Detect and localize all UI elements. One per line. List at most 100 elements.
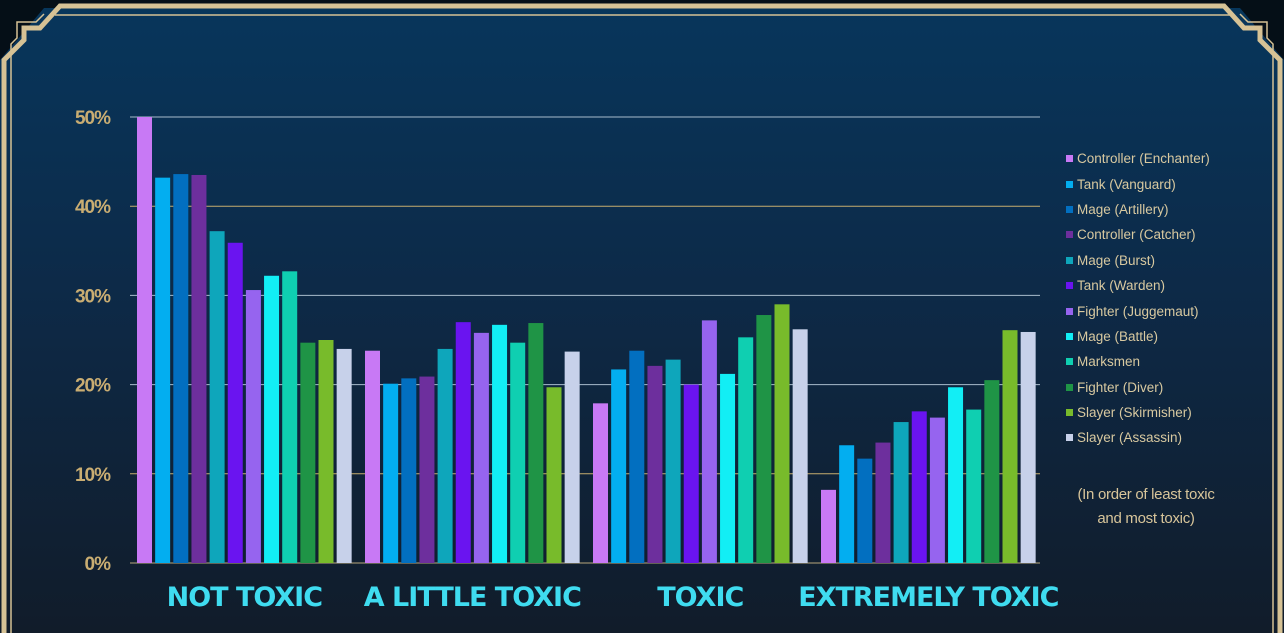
bar: [383, 383, 399, 563]
y-tick-label: 40%: [75, 197, 111, 218]
bar: [756, 315, 772, 563]
legend-item: Slayer (Skirmisher): [1066, 400, 1266, 425]
bar: [492, 324, 508, 563]
bar: [911, 411, 927, 563]
bar: [665, 359, 681, 563]
bar: [300, 342, 316, 563]
legend-label: Mage (Artillery): [1077, 201, 1169, 217]
legend-item: Fighter (Diver): [1066, 375, 1266, 400]
legend-label: Marksmen: [1077, 354, 1141, 370]
legend-note: (In order of least toxic and most toxic): [1056, 483, 1236, 531]
legend-label: Slayer (Skirmisher): [1077, 405, 1192, 421]
legend-item: Marksmen: [1066, 349, 1266, 374]
bar: [792, 329, 808, 563]
bar: [839, 445, 855, 563]
bar: [137, 117, 152, 563]
bar: [821, 489, 836, 563]
y-tick-label: 20%: [75, 376, 111, 397]
legend-swatch-icon: [1066, 231, 1073, 239]
legend-label: Fighter (Diver): [1077, 379, 1164, 395]
bar: [720, 373, 736, 563]
legend: Controller (Enchanter) Tank (Vanguard) Mag…: [1066, 146, 1266, 451]
bar: [647, 365, 663, 563]
bar: [227, 242, 243, 563]
legend-label: Controller (Catcher): [1077, 227, 1196, 243]
bar: [336, 348, 352, 563]
category-label: A LITTLE TOXIC: [364, 582, 581, 613]
category-label: TOXIC: [657, 582, 743, 613]
bar: [738, 337, 754, 563]
legend-item: Fighter (Juggemaut): [1066, 298, 1266, 323]
bar: [701, 320, 717, 563]
category-label: NOT TOXIC: [167, 582, 323, 613]
bar: [401, 378, 417, 563]
legend-label: Slayer (Assassin): [1077, 430, 1183, 446]
note-line-1: (In order of least toxic: [1077, 486, 1215, 503]
legend-label: Controller (Enchanter): [1077, 151, 1210, 167]
bar: [593, 403, 608, 563]
bar: [528, 323, 544, 563]
bar: [857, 458, 873, 563]
bar: [774, 304, 790, 563]
bar: [966, 409, 982, 563]
legend-swatch-icon: [1066, 409, 1073, 417]
bar: [1020, 331, 1036, 563]
bar: [893, 422, 909, 563]
legend-swatch-icon: [1066, 434, 1073, 442]
note-line-2: and most toxic): [1097, 510, 1195, 527]
legend-item: Mage (Battle): [1066, 324, 1266, 349]
legend-swatch-icon: [1066, 307, 1073, 315]
legend-swatch-icon: [1066, 180, 1073, 188]
legend-label: Mage (Battle): [1077, 328, 1159, 344]
bar: [948, 387, 964, 563]
legend-label: Tank (Vanguard): [1077, 176, 1176, 192]
y-tick-label: 50%: [75, 108, 111, 129]
bar: [365, 350, 380, 563]
legend-swatch-icon: [1066, 383, 1073, 391]
legend-label: Tank (Warden): [1077, 278, 1166, 294]
y-tick-label: 10%: [75, 465, 111, 486]
bar: [984, 380, 1000, 563]
bar: [264, 275, 280, 563]
y-tick-label: 0%: [85, 554, 112, 575]
y-tick-label: 30%: [75, 286, 111, 307]
bar: [245, 290, 261, 563]
legend-swatch-icon: [1066, 205, 1073, 213]
bar: [1002, 330, 1018, 563]
category-label: EXTREMELY TOXIC: [798, 582, 1058, 613]
bar: [929, 417, 945, 563]
legend-item: Controller (Enchanter): [1066, 146, 1266, 171]
legend-item: Mage (Artillery): [1066, 197, 1266, 222]
legend-item: Tank (Vanguard): [1066, 171, 1266, 196]
bar: [318, 340, 334, 563]
bar: [419, 376, 435, 563]
bar: [191, 174, 207, 564]
bar: [875, 442, 891, 563]
bar: [546, 387, 562, 563]
bar: [683, 384, 699, 563]
legend-item: Slayer (Assassin): [1066, 425, 1266, 450]
legend-item: Controller (Catcher): [1066, 222, 1266, 247]
bar: [473, 332, 489, 563]
bar: [437, 348, 453, 563]
bar: [173, 174, 189, 563]
legend-item: Tank (Warden): [1066, 273, 1266, 298]
bar: [209, 231, 225, 563]
legend-swatch-icon: [1066, 256, 1073, 264]
bar: [455, 322, 471, 563]
bar: [564, 351, 580, 563]
bar: [282, 271, 298, 563]
legend-label: Fighter (Juggemaut): [1077, 303, 1199, 319]
legend-swatch-icon: [1066, 358, 1073, 366]
legend-swatch-icon: [1066, 332, 1073, 340]
bar: [510, 342, 526, 563]
legend-swatch-icon: [1066, 155, 1073, 163]
bar: [629, 350, 645, 563]
bar: [155, 177, 171, 563]
legend-item: Mage (Burst): [1066, 248, 1266, 273]
legend-swatch-icon: [1066, 282, 1073, 290]
bar: [611, 369, 627, 563]
legend-label: Mage (Burst): [1077, 252, 1156, 268]
